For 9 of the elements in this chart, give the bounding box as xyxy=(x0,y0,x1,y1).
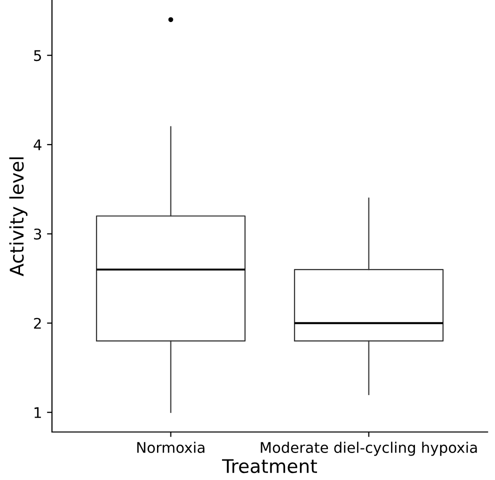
y-tick-label: 2 xyxy=(34,318,41,329)
y-tick-label: 1 xyxy=(34,407,41,418)
y-tick-label: 3 xyxy=(34,228,42,240)
y-tick-label: 5 xyxy=(34,50,41,62)
x-tick-label: Normoxia xyxy=(137,442,204,454)
x-axis-title: Treatment xyxy=(222,459,318,474)
x-tick-label: Moderate diel-cycling hypoxia xyxy=(260,442,477,456)
y-tick-label: 4 xyxy=(34,140,42,150)
y-axis-title: Activity level xyxy=(9,157,28,276)
